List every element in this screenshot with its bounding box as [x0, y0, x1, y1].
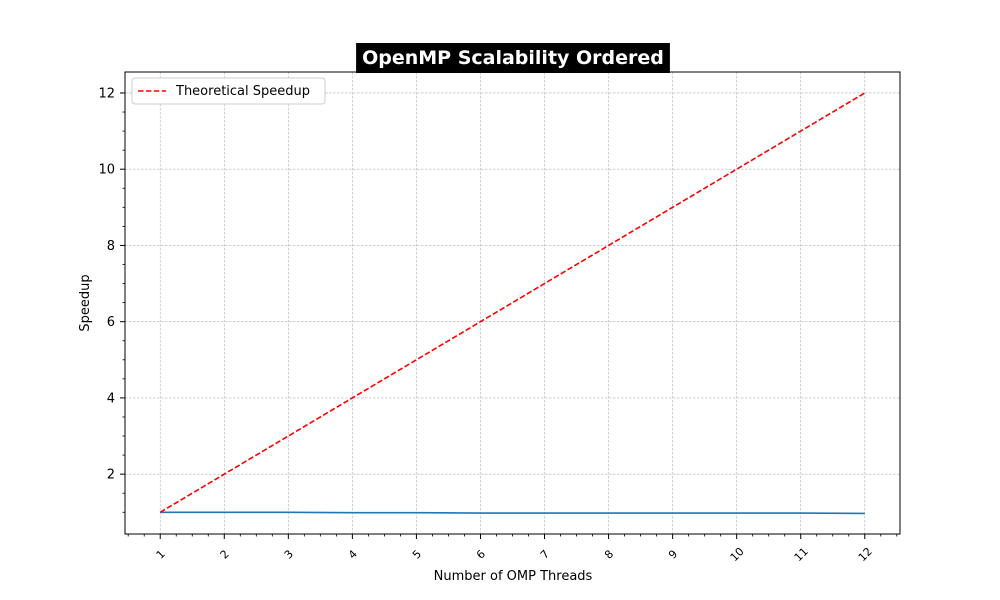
chart-title-background [356, 43, 670, 73]
y-tick-label: 12 [98, 86, 115, 101]
legend: Theoretical Speedup [131, 77, 326, 105]
chart-title: OpenMP Scalability Ordered [356, 43, 670, 73]
y-tick-label: 2 [107, 468, 115, 483]
series-line-measured [160, 511, 865, 515]
y-tick-label: 4 [107, 391, 115, 406]
legend-box [131, 77, 326, 105]
y-tick-label: 8 [107, 239, 115, 254]
legend-label-theoretical-speedup: Theoretical Speedup [175, 84, 310, 99]
y-tick-label: 6 [107, 315, 115, 330]
y-axis-label: Speedup [78, 274, 93, 331]
y-tick-label: 10 [98, 163, 115, 178]
series-line-theoretical-speedup [159, 92, 866, 513]
x-axis-label: Number of OMP Threads [434, 569, 593, 584]
y-axis: 2 4 6 8 10 12 [98, 86, 125, 513]
grid [125, 72, 900, 534]
chart-title-text: OpenMP Scalability Ordered [362, 47, 664, 69]
series-layer [159, 92, 866, 515]
